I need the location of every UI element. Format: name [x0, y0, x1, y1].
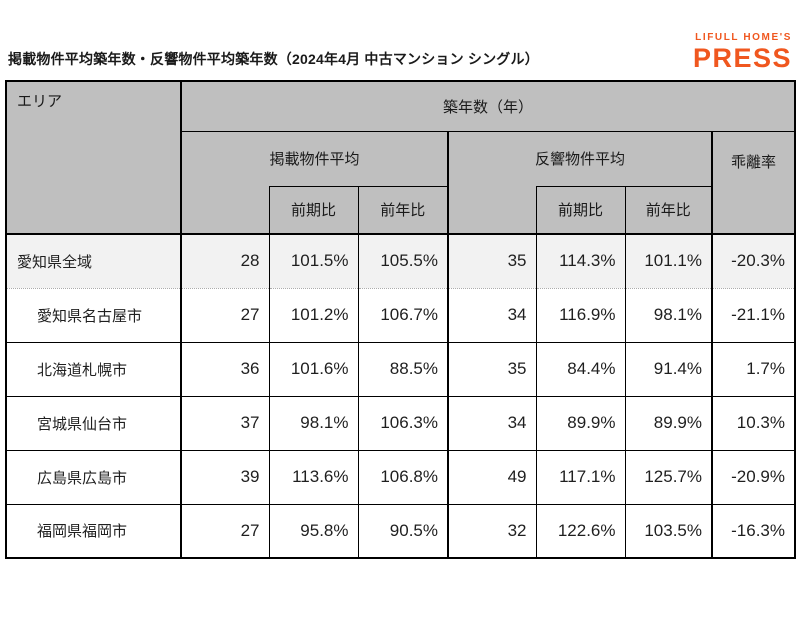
lifull-homes-press-logo: LIFULL HOME'S PRESS [693, 33, 794, 72]
header-cell-age-group: 築年数（年） [180, 80, 796, 132]
page-title: 掲載物件平均築年数・反響物件平均築年数（2024年4月 中古マンション シングル… [8, 51, 539, 67]
listed-period-cell: 98.1% [268, 395, 359, 451]
area-cell: 愛知県全域 [5, 233, 182, 289]
header-cell-listed-avg: 掲載物件平均 [180, 130, 449, 186]
listed-period-cell: 101.2% [268, 287, 359, 343]
gap-rate-cell: -21.1% [711, 287, 796, 343]
table-row: 広島県広島市 39 113.6% 106.8% 49 117.1% 125.7%… [5, 449, 796, 505]
logo-press-line: PRESS [692, 43, 792, 73]
table-row: 福岡県福岡市 27 95.8% 90.5% 32 122.6% 103.5% -… [5, 503, 796, 559]
response-period-cell: 117.1% [535, 449, 626, 505]
table-row: 愛知県全域 28 101.5% 105.5% 35 114.3% 101.1% … [5, 233, 796, 289]
area-cell: 広島県広島市 [5, 449, 182, 505]
gap-rate-cell: -20.9% [711, 449, 796, 505]
response-period-cell: 116.9% [535, 287, 626, 343]
listed-year-cell: 106.8% [357, 449, 449, 505]
area-cell: 愛知県名古屋市 [5, 287, 182, 343]
listed-avg-cell: 37 [180, 395, 270, 451]
listed-year-cell: 105.5% [357, 233, 449, 289]
gap-rate-cell: -16.3% [711, 503, 796, 559]
response-avg-cell: 49 [447, 449, 537, 505]
listed-year-cell: 106.3% [357, 395, 449, 451]
response-year-cell: 125.7% [624, 449, 713, 505]
logo-brand-line: LIFULL HOME'S [695, 32, 792, 43]
header-row-1: エリア 築年数（年） [5, 80, 796, 235]
response-year-cell: 101.1% [624, 233, 713, 289]
response-avg-cell: 35 [447, 341, 537, 397]
listed-period-cell: 95.8% [268, 503, 359, 559]
response-year-cell: 103.5% [624, 503, 713, 559]
response-period-cell: 122.6% [535, 503, 626, 559]
response-avg-cell: 32 [447, 503, 537, 559]
listed-avg-cell: 39 [180, 449, 270, 505]
page-header: 掲載物件平均築年数・反響物件平均築年数（2024年4月 中古マンション シングル… [8, 26, 794, 72]
listed-avg-cell: 27 [180, 287, 270, 343]
response-year-cell: 91.4% [624, 341, 713, 397]
response-year-cell: 98.1% [624, 287, 713, 343]
response-period-cell: 84.4% [535, 341, 626, 397]
header-row-2: 掲載物件平均 反響物件平均 乖離率 [6, 130, 796, 235]
listed-period-cell: 113.6% [268, 449, 359, 505]
response-period-cell: 89.9% [535, 395, 626, 451]
listed-year-cell: 90.5% [357, 503, 449, 559]
area-cell: 福岡県福岡市 [5, 503, 182, 559]
header-row-3: 前期比 前年比 前期比 前年比 [6, 185, 795, 235]
header-cell-response-period: 前期比 [535, 185, 626, 235]
response-avg-cell: 34 [447, 395, 537, 451]
header-cell-listed-period: 前期比 [268, 185, 359, 235]
listed-year-cell: 88.5% [357, 341, 449, 397]
gap-rate-cell: 10.3% [711, 395, 796, 451]
gap-rate-cell: 1.7% [711, 341, 796, 397]
listed-avg-cell: 28 [180, 233, 270, 289]
table-row: 愛知県名古屋市 27 101.2% 106.7% 34 116.9% 98.1%… [5, 287, 796, 343]
header-cell-response-value-spacer [447, 186, 537, 235]
gap-rate-cell: -20.3% [711, 233, 796, 289]
area-cell: 北海道札幌市 [5, 341, 182, 397]
header-cell-response-avg: 反響物件平均 [447, 130, 713, 186]
response-period-cell: 114.3% [535, 233, 626, 289]
response-avg-cell: 34 [447, 287, 537, 343]
listed-avg-cell: 27 [180, 503, 270, 559]
response-year-cell: 89.9% [624, 395, 713, 451]
area-cell: 宮城県仙台市 [5, 395, 182, 451]
header-cell-listed-value-spacer [180, 186, 270, 235]
table-row: 宮城県仙台市 37 98.1% 106.3% 34 89.9% 89.9% 10… [5, 395, 796, 451]
header-cell-response-year: 前年比 [624, 185, 713, 235]
response-avg-cell: 35 [447, 233, 537, 289]
header-cell-listed-year: 前年比 [357, 185, 449, 235]
age-data-table: エリア 築年数（年） 掲載物件平均 反響物件平均 乖離率 前期比 前年比 前期比… [5, 80, 796, 559]
table-row: 北海道札幌市 36 101.6% 88.5% 35 84.4% 91.4% 1.… [5, 341, 796, 397]
listed-period-cell: 101.5% [268, 233, 359, 289]
listed-year-cell: 106.7% [357, 287, 449, 343]
listed-avg-cell: 36 [180, 341, 270, 397]
header-cell-area: エリア [5, 80, 182, 235]
header-cell-gap-rate: 乖離率 [711, 130, 796, 235]
listed-period-cell: 101.6% [268, 341, 359, 397]
